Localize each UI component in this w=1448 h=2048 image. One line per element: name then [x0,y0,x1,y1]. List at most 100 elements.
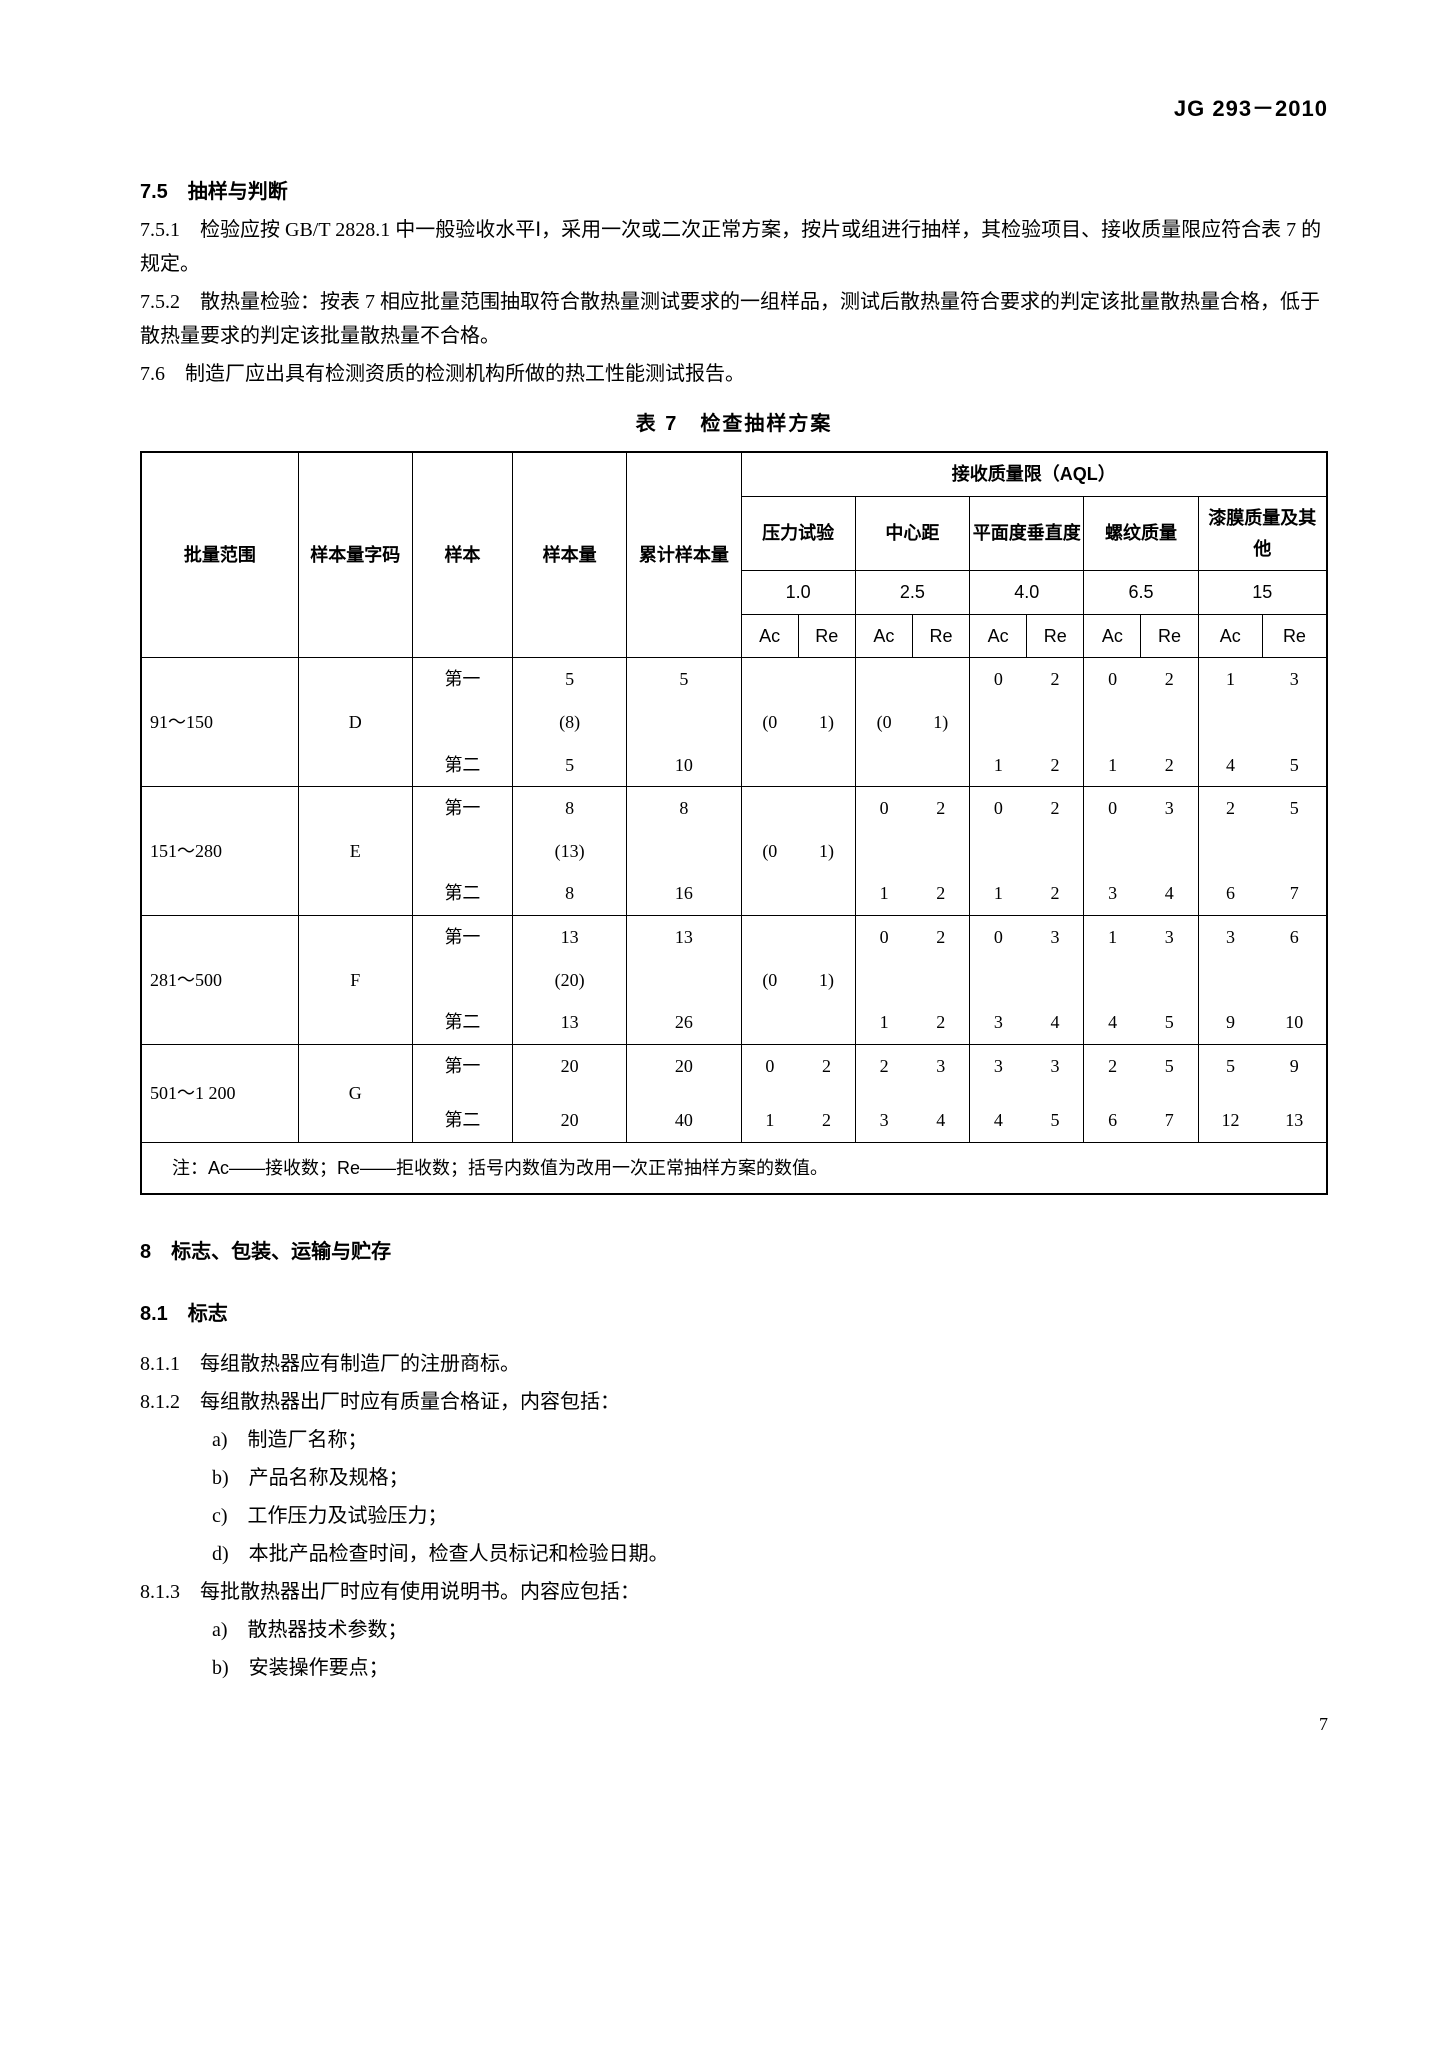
table-cell [798,1001,855,1044]
table-cell [1084,959,1141,1002]
list-item: a) 制造厂名称； [140,1423,1328,1457]
table-cell: 2 [798,1044,855,1087]
table-cell: 0 [855,787,912,830]
th-g3: 平面度垂直度 [970,496,1084,570]
table-cell: 12 [1198,1099,1262,1142]
table-cell: 0 [1084,658,1141,701]
table-cell: 2 [1084,1044,1141,1087]
table-cell [741,872,798,915]
th-g4: 螺纹质量 [1084,496,1198,570]
table-cell: 501～1 200 [141,1044,298,1142]
table-cell [412,1087,512,1099]
table-cell: E [298,787,412,916]
table-cell [798,744,855,787]
table-cell: (0 [741,830,798,873]
table-cell [970,959,1027,1002]
page-number: 7 [140,1709,1328,1740]
table-cell: 3 [855,1099,912,1142]
table-cell: (0 [741,701,798,744]
table-cell: G [298,1044,412,1142]
table-cell: 1 [1084,915,1141,958]
table-cell: 0 [1084,787,1141,830]
table-cell [970,1087,1027,1099]
table-cell: 5 [1262,787,1327,830]
table-cell: 20 [627,1044,741,1087]
table-cell: 4 [970,1099,1027,1142]
table-cell: 40 [627,1099,741,1142]
table-cell: (0 [855,701,912,744]
table-cell [912,744,969,787]
table-cell: 10 [1262,1001,1327,1044]
table-cell: 3 [1198,915,1262,958]
th-range: 批量范围 [141,452,298,657]
table-cell: 第一 [412,915,512,958]
table-cell: 151～280 [141,787,298,916]
table-cell: 5 [627,658,741,701]
table-cell: F [298,915,412,1044]
th-re: Re [1027,614,1084,658]
table-cell: 8 [512,787,626,830]
table-cell: D [298,658,412,787]
table-cell [855,658,912,701]
table-row: 501～1 200G第一20200223332559 [141,1044,1327,1087]
th-n: 样本量 [512,452,626,657]
table-cell: 3 [1027,1044,1084,1087]
table-cell: 第二 [412,744,512,787]
list-item: d) 本批产品检查时间，检查人员标记和检验日期。 [140,1537,1328,1571]
table-cell [912,658,969,701]
table-cell [1084,1087,1141,1099]
th-aql: 接收质量限（AQL） [741,452,1327,496]
table-cell [741,744,798,787]
table-cell: 8 [512,872,626,915]
table-cell: 第一 [412,658,512,701]
th-ac: Ac [1084,614,1141,658]
table-cell [1198,959,1262,1002]
th-v4: 6.5 [1084,571,1198,615]
table-cell: 9 [1198,1001,1262,1044]
th-v2: 2.5 [855,571,969,615]
table-cell: (13) [512,830,626,873]
table-cell: 5 [512,658,626,701]
table-cell [1198,830,1262,873]
table-cell [855,830,912,873]
table-cell [855,959,912,1002]
table-cell [855,1087,912,1099]
th-ac: Ac [1198,614,1262,658]
table-cell: 1) [912,701,969,744]
clause-8-1-3: 8.1.3 每批散热器出厂时应有使用说明书。内容应包括： [140,1575,1328,1609]
table-cell [1027,701,1084,744]
table-cell: 7 [1141,1099,1198,1142]
table-cell: 第一 [412,1044,512,1087]
table-cell [798,658,855,701]
table-cell [741,658,798,701]
table-cell: 第二 [412,1099,512,1142]
table-row: 151～280E第一8802020325 [141,787,1327,830]
table-cell: 4 [1198,744,1262,787]
table-cell: 2 [912,872,969,915]
table-cell [412,959,512,1002]
th-g1: 压力试验 [741,496,855,570]
table-cell: 4 [1084,1001,1141,1044]
table-cell: 2 [912,1001,969,1044]
th-re: Re [798,614,855,658]
doc-code: JG 293－2010 [140,90,1328,127]
table-cell: 第二 [412,872,512,915]
table-cell: 16 [627,872,741,915]
table-cell: 26 [627,1001,741,1044]
table-cell: 5 [1141,1044,1198,1087]
table-cell [1262,959,1327,1002]
table-cell [855,744,912,787]
table-cell [912,959,969,1002]
table-cell: 2 [1027,744,1084,787]
table-cell [1262,1087,1327,1099]
table-7: 批量范围 样本量字码 样本 样本量 累计样本量 接收质量限（AQL） 压力试验 … [140,451,1328,1195]
table-cell [970,830,1027,873]
table-cell: 2 [1141,658,1198,701]
clause-8-1-1: 8.1.1 每组散热器应有制造厂的注册商标。 [140,1347,1328,1381]
table-cell: 1 [855,1001,912,1044]
table-cell [741,1001,798,1044]
table-cell: 4 [1141,872,1198,915]
table-cell: 2 [912,787,969,830]
table-cell: 2 [1198,787,1262,830]
table-cell: 1 [970,744,1027,787]
